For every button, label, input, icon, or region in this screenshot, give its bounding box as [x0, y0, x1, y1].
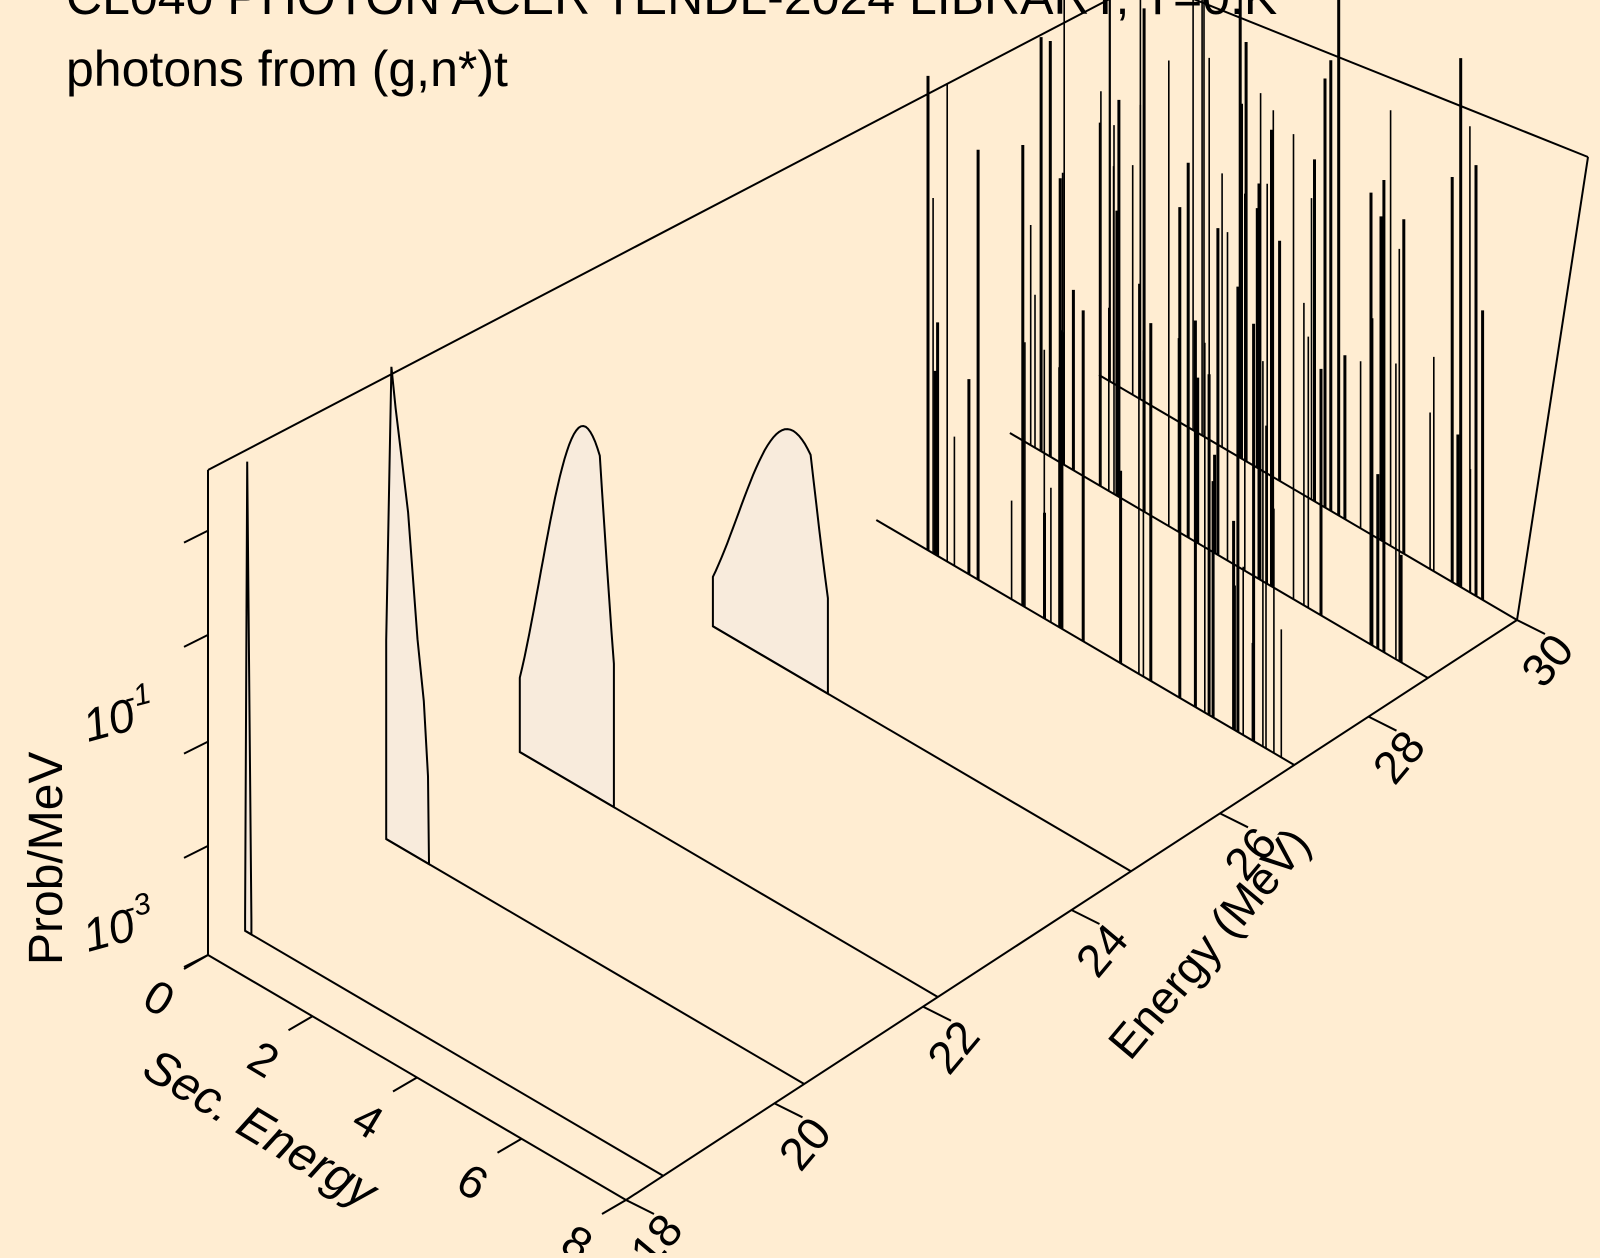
- y-tick: [1516, 619, 1546, 635]
- z-tick-label-0: 10 -3: [77, 887, 154, 962]
- x-tick: [287, 1015, 314, 1032]
- x-tick-label: 2: [239, 1030, 288, 1088]
- y-tick-label: 20: [768, 1107, 841, 1180]
- y-tick-label: 18: [620, 1204, 693, 1253]
- right-top-edge: [1193, 0, 1589, 158]
- y-tick: [1071, 909, 1100, 925]
- z-tick: [183, 634, 209, 648]
- y-tick-label: 30: [1511, 624, 1584, 697]
- y-tick-label: 22: [917, 1011, 990, 1084]
- series-27: [875, 75, 1295, 766]
- right-vertical-edge: [1516, 156, 1589, 621]
- series-22.2: [518, 424, 939, 998]
- y-tick-label: 24: [1065, 914, 1138, 987]
- x-tick: [392, 1076, 418, 1093]
- chart-title-line1: CL040 PHOTON ACER TENDL-2024 LIBRARY, T=…: [66, 0, 1277, 25]
- z-tick: [183, 844, 209, 859]
- series-curve: [518, 424, 615, 809]
- y-tick-label: 28: [1362, 721, 1435, 794]
- series-curve: [244, 461, 253, 937]
- series-group: [244, 0, 1518, 1177]
- x-tick-label: 4: [344, 1091, 393, 1149]
- series-baseline: [875, 519, 1295, 766]
- series-baseline: [244, 929, 664, 1177]
- series-20.4: [385, 366, 805, 1085]
- x-tick-label: 6: [448, 1153, 497, 1211]
- z-axis-label: Prob/MeV: [20, 752, 73, 965]
- z-tick: [183, 529, 209, 544]
- chart-title-line2: photons from (g,n*)t: [66, 41, 508, 97]
- series-18.5: [244, 461, 664, 1177]
- series-baseline: [385, 838, 805, 1085]
- y-tick: [625, 1199, 655, 1215]
- series-curve: [711, 428, 829, 696]
- series-baseline: [1009, 432, 1429, 679]
- series-baseline: [519, 751, 939, 998]
- z-tick: [183, 740, 209, 755]
- series-curve: [385, 366, 431, 866]
- back-top-edge: [207, 0, 1110, 471]
- z-tick: [183, 954, 209, 968]
- x-tick-label: 8: [553, 1214, 602, 1253]
- y-tick: [922, 1005, 952, 1022]
- x-tick: [496, 1137, 523, 1154]
- z-tick-label-1: 10 -1: [77, 677, 154, 752]
- series-24.8: [711, 428, 1132, 873]
- x-tick: [601, 1199, 627, 1215]
- series-28.8: [1009, 0, 1429, 679]
- x-tick-label: 0: [135, 969, 184, 1027]
- series-baseline: [712, 625, 1132, 873]
- y-tick: [1368, 715, 1397, 732]
- y-tick: [1219, 812, 1249, 829]
- y-tick: [774, 1102, 803, 1119]
